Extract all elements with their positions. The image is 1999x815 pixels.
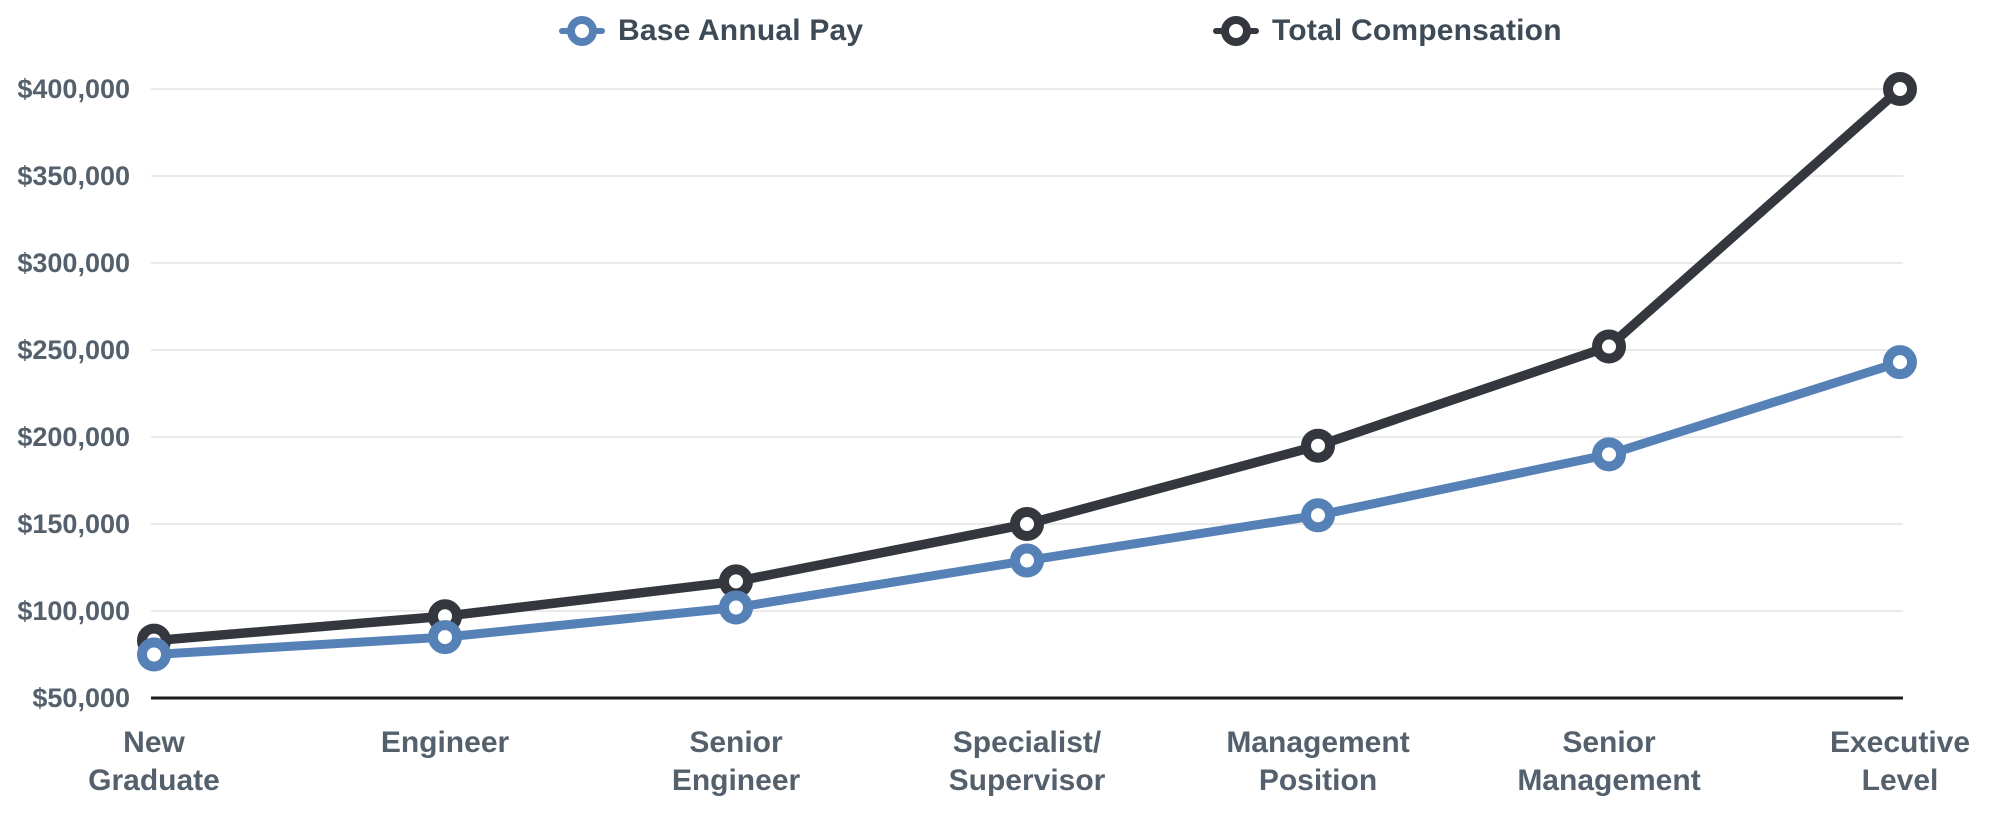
legend-item-total-compensation[interactable]: Total Compensation [1213, 10, 1562, 52]
x-tick-label-engineer: Engineer [381, 726, 510, 759]
base-pay-legend-ring-icon [567, 16, 597, 46]
x-tick-label-management-position: Management Position [1226, 726, 1409, 797]
base-annual-pay-point-senior-engineer [719, 590, 753, 625]
total-compensation-point-senior-engineer [719, 564, 753, 599]
base-pay-legend-marker-icon [559, 16, 605, 46]
y-tick-label-150000: $150,000 [17, 509, 130, 539]
x-tick-label-new-graduate: New Graduate [88, 726, 220, 797]
x-tick-label-executive-level: Executive Level [1830, 726, 1970, 797]
total-compensation-point-specialist-supervisor [1010, 507, 1044, 541]
y-tick-label-350000: $350,000 [17, 161, 130, 191]
legend-item-base-annual-pay[interactable]: Base Annual Pay [559, 10, 863, 52]
legend-label-total-compensation: Total Compensation [1272, 14, 1562, 47]
base-annual-pay-point-new-graduate [137, 637, 171, 672]
total-compensation-point-executive-level [1883, 72, 1917, 106]
base-annual-pay-point-senior-management [1592, 437, 1626, 472]
base-annual-pay-point-specialist-supervisor [1010, 543, 1044, 578]
total-compensation-legend-marker-icon [1213, 16, 1259, 46]
x-tick-label-senior-management: Senior Management [1517, 726, 1700, 797]
x-tick-label-senior-engineer: Senior Engineer [672, 726, 801, 797]
y-tick-label-400000: $400,000 [17, 74, 130, 104]
y-tick-label-300000: $300,000 [17, 248, 130, 278]
total-compensation-point-management-position [1301, 428, 1335, 463]
y-tick-label-250000: $250,000 [17, 335, 130, 365]
legend-label-base-annual-pay: Base Annual Pay [618, 14, 864, 47]
base-annual-pay-point-executive-level [1883, 345, 1917, 380]
total-compensation-point-senior-management [1592, 329, 1626, 364]
base-annual-pay-point-management-position [1301, 498, 1335, 533]
y-tick-label-50000: $50,000 [32, 683, 130, 713]
x-tick-label-specialist-supervisor: Specialist/Supervisor [949, 726, 1106, 797]
total-compensation-legend-ring-icon [1221, 16, 1251, 46]
base-annual-pay-point-engineer [428, 620, 462, 655]
y-tick-label-200000: $200,000 [17, 422, 130, 452]
y-tick-label-100000: $100,000 [17, 596, 130, 626]
